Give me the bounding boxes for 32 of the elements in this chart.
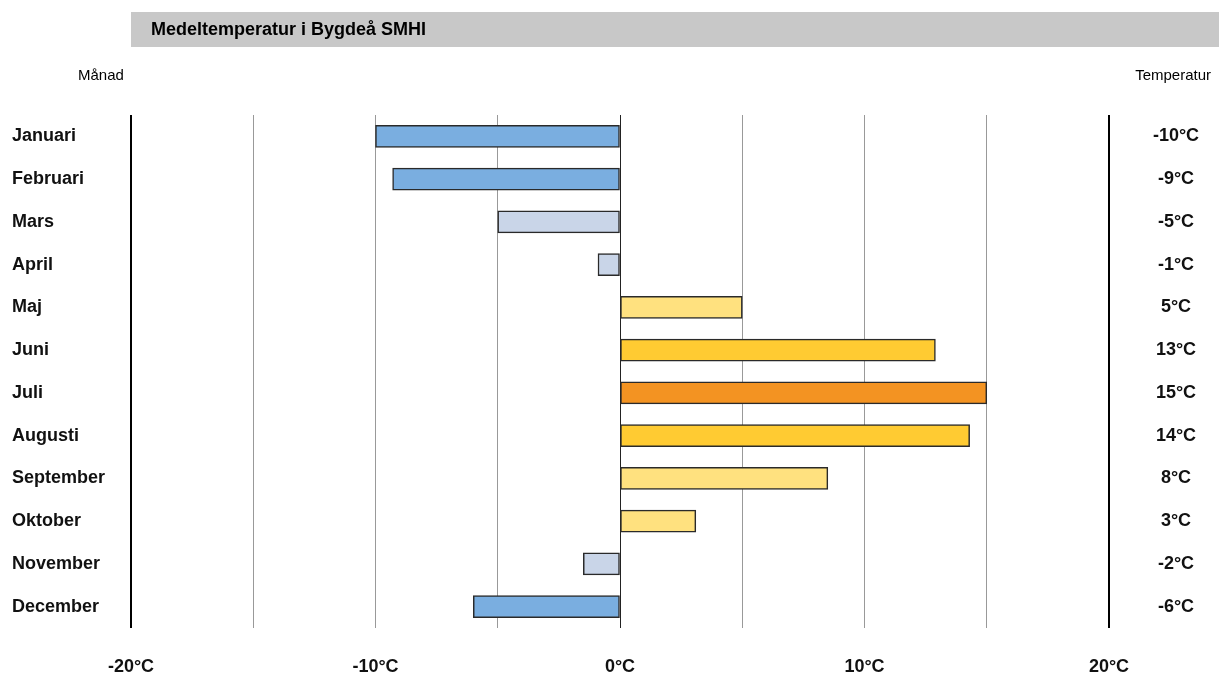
y-tick-label: Juni xyxy=(12,339,50,360)
x-tick-label: 10°C xyxy=(844,655,885,676)
y-tick-label: April xyxy=(12,253,54,274)
data-label: 15°C xyxy=(1155,381,1197,402)
data-label: -2°C xyxy=(1157,552,1195,573)
y-axis-title: Månad xyxy=(78,66,124,83)
x-tick-label: -20°C xyxy=(107,655,155,676)
y-tick-label: Augusti xyxy=(12,424,79,445)
data-label: -1°C xyxy=(1157,253,1195,274)
y-tick-label: November xyxy=(12,552,101,573)
y-tick-label: Mars xyxy=(12,210,55,231)
data-label: -10°C xyxy=(1152,125,1200,146)
y-tick-label: Oktober xyxy=(12,510,82,531)
data-label: 5°C xyxy=(1160,296,1192,317)
data-label: 3°C xyxy=(1160,510,1192,531)
data-label: -9°C xyxy=(1157,168,1195,189)
data-label: -6°C xyxy=(1157,595,1195,616)
data-label: 8°C xyxy=(1160,467,1192,488)
y-tick-label: Februari xyxy=(12,168,85,189)
x-tick-label: 0°C xyxy=(604,655,636,676)
x-tick-label: -10°C xyxy=(352,655,399,676)
chart-title: Medeltemperatur i Bygdeå SMHI xyxy=(131,12,1219,47)
data-label: -5°C xyxy=(1157,210,1195,231)
y-tick-label: Januari xyxy=(12,125,77,146)
data-label: 14°C xyxy=(1155,424,1197,445)
y-tick-label: December xyxy=(12,595,100,616)
data-label: 13°C xyxy=(1155,339,1197,360)
x-tick-label: 20°C xyxy=(1088,655,1130,676)
text: Temperatur xyxy=(1135,66,1211,83)
y-tick-label: September xyxy=(12,467,106,488)
y-tick-label: Maj xyxy=(12,296,43,317)
y-tick-label: Juli xyxy=(12,381,44,402)
